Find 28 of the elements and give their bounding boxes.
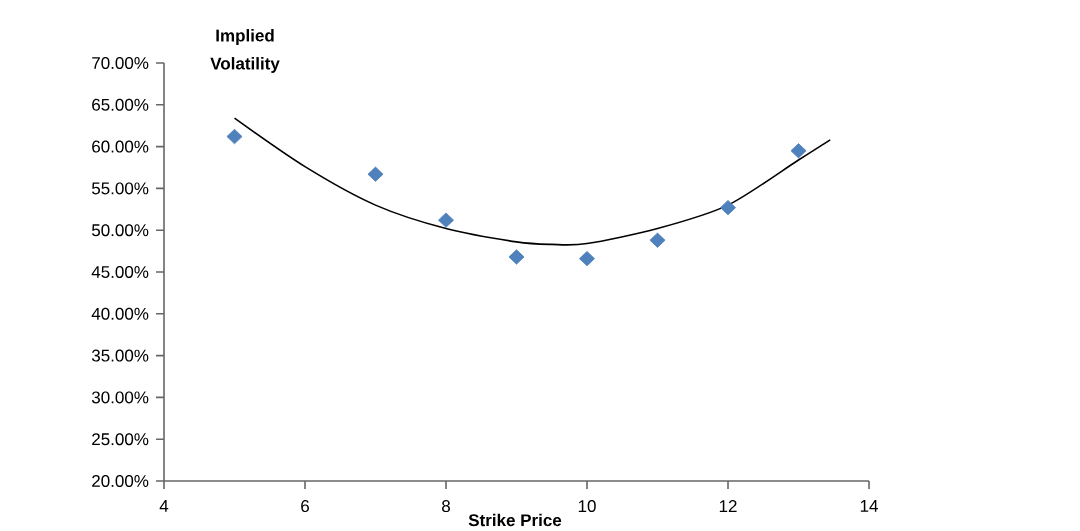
x-tick-label: 14 [860,500,878,512]
line-series [233,117,832,246]
y-tick-label: 45.00% [91,266,149,279]
y-tick-label: 55.00% [91,182,149,195]
x-tick-label: 10 [578,500,596,513]
point [367,166,384,182]
y-tick-label: 70.00% [92,57,149,70]
y-axis-title: Implied Volatility [210,29,280,73]
y-tick-label: 20.00% [92,475,149,488]
point [720,200,736,216]
point [579,251,595,267]
x-tick-label: 4 [159,500,169,512]
point [508,249,525,265]
y-tick-label: 50.00% [91,224,149,237]
point [790,143,807,159]
x-tick-label: 8 [442,500,450,513]
x-axis-title: Strike Price [468,513,562,527]
point [226,128,243,145]
point [649,232,666,248]
y-tick-label: 35.00% [91,349,149,362]
y-tick-label: 40.00% [91,307,149,320]
y-tick-label: 30.00% [91,391,149,404]
y-tick-label: 60.00% [92,140,149,153]
y-tick-label: 25.00% [92,433,149,446]
x-tick-label: 6 [301,500,309,513]
point [438,212,454,228]
y-tick-label: 65.00% [92,98,149,111]
x-tick-label: 12 [719,500,737,512]
